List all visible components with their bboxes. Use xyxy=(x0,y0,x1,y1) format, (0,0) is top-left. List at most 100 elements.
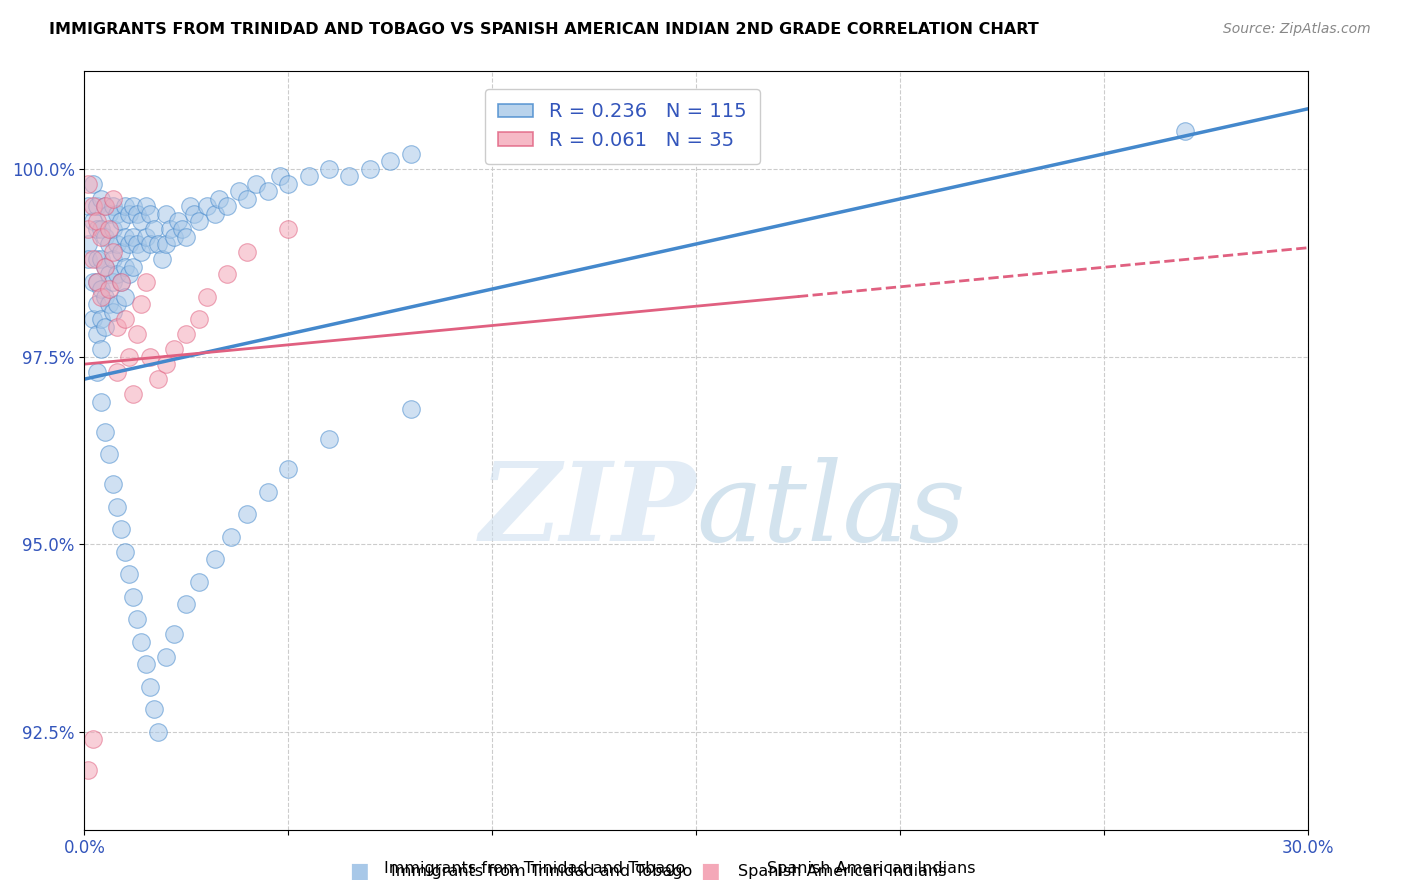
Point xyxy=(217,199,239,213)
Point xyxy=(135,275,157,289)
Text: Source: ZipAtlas.com: Source: ZipAtlas.com xyxy=(1223,22,1371,37)
Point xyxy=(101,222,124,236)
Point xyxy=(77,199,100,213)
Point xyxy=(101,304,124,318)
Point xyxy=(118,567,141,582)
Point xyxy=(105,319,128,334)
Point xyxy=(97,282,120,296)
Point xyxy=(101,199,124,213)
Point xyxy=(146,237,169,252)
Point xyxy=(97,222,120,236)
Point xyxy=(101,477,124,491)
Point xyxy=(114,260,136,274)
Point xyxy=(269,169,291,184)
Point xyxy=(277,177,299,191)
Point xyxy=(105,365,128,379)
Text: Spanish American Indians: Spanish American Indians xyxy=(768,861,976,876)
Point xyxy=(219,530,242,544)
Point xyxy=(339,169,361,184)
Point xyxy=(101,252,124,266)
Point xyxy=(277,462,299,476)
Point xyxy=(150,252,173,266)
Point xyxy=(77,177,100,191)
Point xyxy=(105,500,128,514)
Point xyxy=(105,297,128,311)
Point xyxy=(187,214,209,228)
Point xyxy=(114,229,136,244)
Point xyxy=(82,275,104,289)
Text: ■: ■ xyxy=(349,862,368,881)
Point xyxy=(114,199,136,213)
Point xyxy=(236,244,259,259)
Point xyxy=(135,229,157,244)
Point xyxy=(142,222,165,236)
Point xyxy=(82,252,104,266)
Point xyxy=(114,312,136,326)
Point xyxy=(183,207,205,221)
Point xyxy=(110,214,132,228)
Point xyxy=(86,222,108,236)
Point xyxy=(138,680,160,694)
Point xyxy=(146,372,169,386)
Point xyxy=(195,289,218,303)
Point xyxy=(97,297,120,311)
Point xyxy=(86,275,108,289)
Point xyxy=(93,229,115,244)
Point xyxy=(118,237,141,252)
Text: Immigrants from Trinidad and Tobago: Immigrants from Trinidad and Tobago xyxy=(391,864,692,879)
Point xyxy=(93,289,115,303)
Point xyxy=(90,222,112,236)
Point xyxy=(245,177,267,191)
Point xyxy=(257,185,280,199)
Point xyxy=(86,327,108,342)
Point xyxy=(172,222,194,236)
Point xyxy=(174,229,197,244)
Point xyxy=(163,627,186,641)
Point xyxy=(236,192,259,206)
Point xyxy=(93,260,115,274)
Point xyxy=(77,237,100,252)
Point xyxy=(86,365,108,379)
Point xyxy=(105,237,128,252)
Point xyxy=(93,260,115,274)
Point xyxy=(82,214,104,228)
Point xyxy=(127,612,149,626)
Point xyxy=(236,508,259,522)
Point xyxy=(82,177,104,191)
Point xyxy=(187,574,209,589)
Point xyxy=(110,275,132,289)
Point xyxy=(380,154,402,169)
Point xyxy=(399,147,422,161)
Point xyxy=(257,484,280,499)
Point xyxy=(122,590,145,604)
Point xyxy=(1174,124,1197,138)
Text: atlas: atlas xyxy=(696,458,966,565)
Point xyxy=(105,207,128,221)
Point xyxy=(122,260,145,274)
Point xyxy=(118,207,141,221)
Point xyxy=(90,229,112,244)
Point xyxy=(131,214,153,228)
Point xyxy=(77,222,100,236)
Point xyxy=(135,199,157,213)
Point xyxy=(127,327,149,342)
Point xyxy=(97,207,120,221)
Legend: R = 0.236   N = 115, R = 0.061   N = 35: R = 0.236 N = 115, R = 0.061 N = 35 xyxy=(485,88,761,163)
Point xyxy=(174,598,197,612)
Point xyxy=(90,252,112,266)
Point xyxy=(97,237,120,252)
Point xyxy=(93,199,115,213)
Point xyxy=(127,237,149,252)
Point xyxy=(82,312,104,326)
Point xyxy=(122,387,145,401)
Point xyxy=(174,327,197,342)
Point xyxy=(159,222,181,236)
Point xyxy=(86,297,108,311)
Point xyxy=(86,275,108,289)
Point xyxy=(105,267,128,281)
Point xyxy=(138,350,160,364)
Point xyxy=(97,267,120,281)
Point xyxy=(97,447,120,461)
Point xyxy=(127,207,149,221)
Point xyxy=(318,161,340,176)
